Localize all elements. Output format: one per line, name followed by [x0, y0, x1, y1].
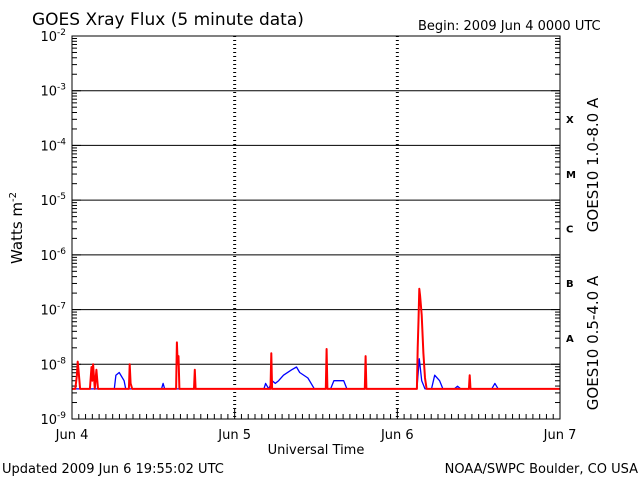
- y-tick-label: 10-4: [40, 137, 66, 154]
- x-axis: Jun 4 Jun 5 Jun 6 Jun 7: [55, 409, 577, 443]
- data-series: [72, 287, 560, 390]
- y-tick-label: 10-5: [40, 192, 66, 209]
- x-tick-label: Jun 5: [217, 428, 251, 443]
- flare-class-b: B: [566, 279, 574, 290]
- begin-label: Begin: 2009 Jun 4 0000 UTC: [418, 19, 601, 34]
- y-tick-label: 10-7: [40, 302, 66, 319]
- plot-grid: [72, 36, 560, 419]
- footer-updated: Updated 2009 Jun 6 19:55:02 UTC: [2, 462, 224, 477]
- plot-frame: [71, 35, 561, 420]
- x-tick-label: Jun 6: [380, 428, 414, 443]
- y-axis-label: Watts m-2: [8, 192, 26, 264]
- y-tick-label: 10-2: [40, 28, 66, 45]
- footer-source: NOAA/SWPC Boulder, CO USA: [445, 462, 638, 477]
- chart-title: GOES Xray Flux (5 minute data): [32, 10, 304, 30]
- x-tick-label: Jun 7: [543, 428, 577, 443]
- x-tick-label: Jun 4: [55, 428, 89, 443]
- y-tick-label: 10-3: [40, 83, 66, 100]
- flare-class-labels: A B C M X: [566, 115, 576, 345]
- series-line-long: [72, 287, 560, 390]
- flare-class-x: X: [566, 115, 574, 126]
- y-axis-label-sup: -2: [8, 192, 19, 202]
- y-axis: 10-9 10-8 10-7 10-6 10-5 10-4 10-3 10-2: [40, 28, 560, 428]
- flare-class-a: A: [566, 334, 574, 345]
- legend-short-wavelength: GOES10 0.5-4.0 A: [584, 275, 602, 410]
- x-axis-label: Universal Time: [268, 443, 365, 458]
- y-tick-label: 10-6: [40, 247, 66, 264]
- legend-long-wavelength: GOES10 1.0-8.0 A: [584, 97, 602, 232]
- flare-class-m: M: [566, 170, 576, 181]
- y-axis-label-main: Watts m: [8, 202, 26, 264]
- flare-class-c: C: [566, 225, 573, 236]
- y-tick-label: 10-8: [40, 356, 66, 373]
- y-tick-label: 10-9: [40, 411, 66, 428]
